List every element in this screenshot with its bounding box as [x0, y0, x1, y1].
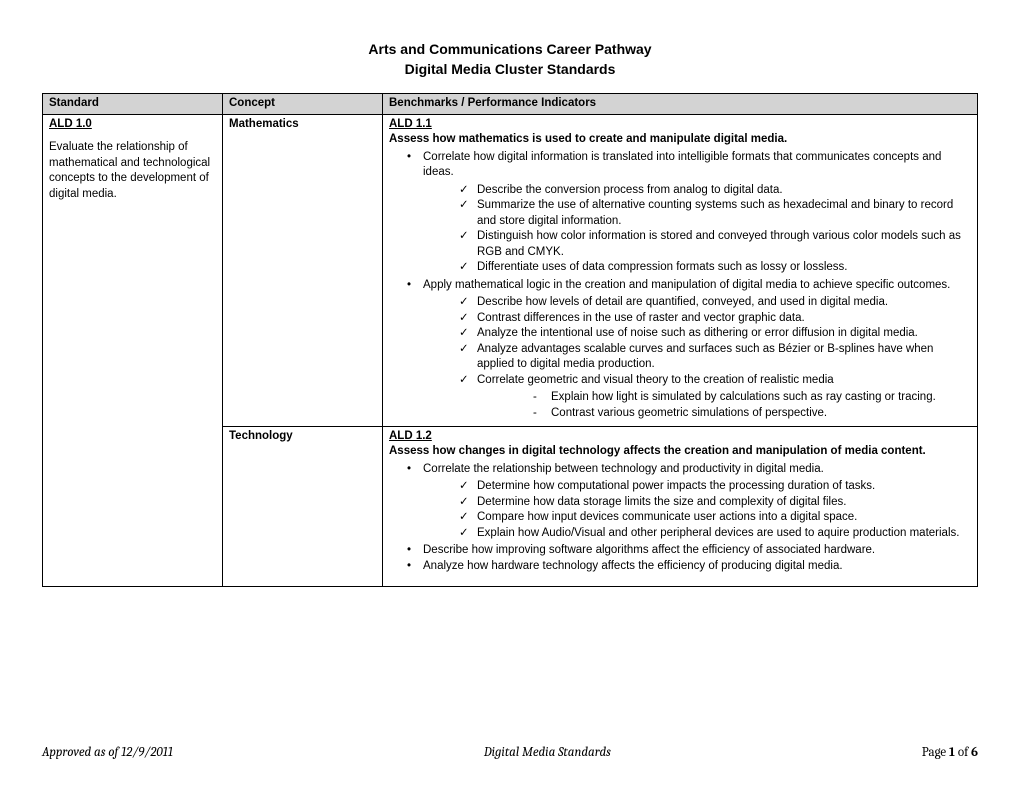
- cell-concept: Mathematics: [223, 114, 383, 426]
- check-item: Analyze advantages scalable curves and s…: [477, 342, 971, 373]
- cell-benchmarks: ALD 1.2 Assess how changes in digital te…: [383, 426, 978, 587]
- bench-title: Assess how mathematics is used to create…: [389, 133, 787, 145]
- footer-approved: Approved as of 12/9/2011: [42, 745, 173, 760]
- th-concept: Concept: [223, 94, 383, 115]
- check-item: Determine how computational power impact…: [477, 479, 971, 495]
- standards-table: Standard Concept Benchmarks / Performanc…: [42, 93, 978, 587]
- th-standard: Standard: [43, 94, 223, 115]
- standard-code: ALD 1.0: [49, 118, 92, 130]
- check-item: Differentiate uses of data compression f…: [477, 260, 971, 276]
- check-item: Describe how levels of detail are quanti…: [477, 295, 971, 311]
- document-page: Arts and Communications Career Pathway D…: [0, 0, 1020, 788]
- check-list: Describe how levels of detail are quanti…: [423, 295, 971, 421]
- check-item: Distinguish how color information is sto…: [477, 229, 971, 260]
- check-item: Compare how input devices communicate us…: [477, 510, 971, 526]
- check-list: Describe the conversion process from ana…: [423, 183, 971, 276]
- dash-item: Explain how light is simulated by calcul…: [551, 390, 971, 406]
- check-list: Determine how computational power impact…: [423, 479, 971, 541]
- bench-title: Assess how changes in digital technology…: [389, 445, 926, 457]
- footer-doc-title: Digital Media Standards: [484, 745, 611, 760]
- check-item: Contrast differences in the use of raste…: [477, 311, 971, 327]
- check-item: Summarize the use of alternative countin…: [477, 198, 971, 229]
- dash-item: Contrast various geometric simulations o…: [551, 406, 971, 422]
- title-line-2: Digital Media Cluster Standards: [42, 60, 978, 80]
- dash-list: Explain how light is simulated by calcul…: [477, 390, 971, 421]
- page-footer: Approved as of 12/9/2011 Digital Media S…: [42, 745, 978, 760]
- cell-concept: Technology: [223, 426, 383, 587]
- check-item: Explain how Audio/Visual and other perip…: [477, 526, 971, 542]
- cell-benchmarks: ALD 1.1 Assess how mathematics is used t…: [383, 114, 978, 426]
- bullet-item: Apply mathematical logic in the creation…: [423, 278, 971, 422]
- bullet-list: Correlate how digital information is tra…: [389, 150, 971, 422]
- check-item: Correlate geometric and visual theory to…: [477, 373, 971, 422]
- bullet-item: Analyze how hardware technology affects …: [423, 559, 971, 575]
- bullet-list: Correlate the relationship between techn…: [389, 462, 971, 575]
- check-item: Describe the conversion process from ana…: [477, 183, 971, 199]
- standard-desc: Evaluate the relationship of mathematica…: [49, 141, 210, 200]
- footer-page-number: Page 1 of 6: [922, 745, 978, 760]
- bench-code: ALD 1.2: [389, 430, 432, 442]
- cell-standard: ALD 1.0 Evaluate the relationship of mat…: [43, 114, 223, 586]
- title-line-1: Arts and Communications Career Pathway: [42, 40, 978, 60]
- check-item: Determine how data storage limits the si…: [477, 495, 971, 511]
- table-header-row: Standard Concept Benchmarks / Performanc…: [43, 94, 978, 115]
- concept-label: Technology: [229, 430, 293, 442]
- concept-label: Mathematics: [229, 118, 299, 130]
- page-title: Arts and Communications Career Pathway D…: [42, 40, 978, 79]
- check-item: Analyze the intentional use of noise suc…: [477, 326, 971, 342]
- table-row: ALD 1.0 Evaluate the relationship of mat…: [43, 114, 978, 426]
- th-benchmarks: Benchmarks / Performance Indicators: [383, 94, 978, 115]
- bullet-item: Correlate the relationship between techn…: [423, 462, 971, 542]
- bullet-item: Correlate how digital information is tra…: [423, 150, 971, 276]
- bullet-item: Describe how improving software algorith…: [423, 543, 971, 559]
- bench-code: ALD 1.1: [389, 118, 432, 130]
